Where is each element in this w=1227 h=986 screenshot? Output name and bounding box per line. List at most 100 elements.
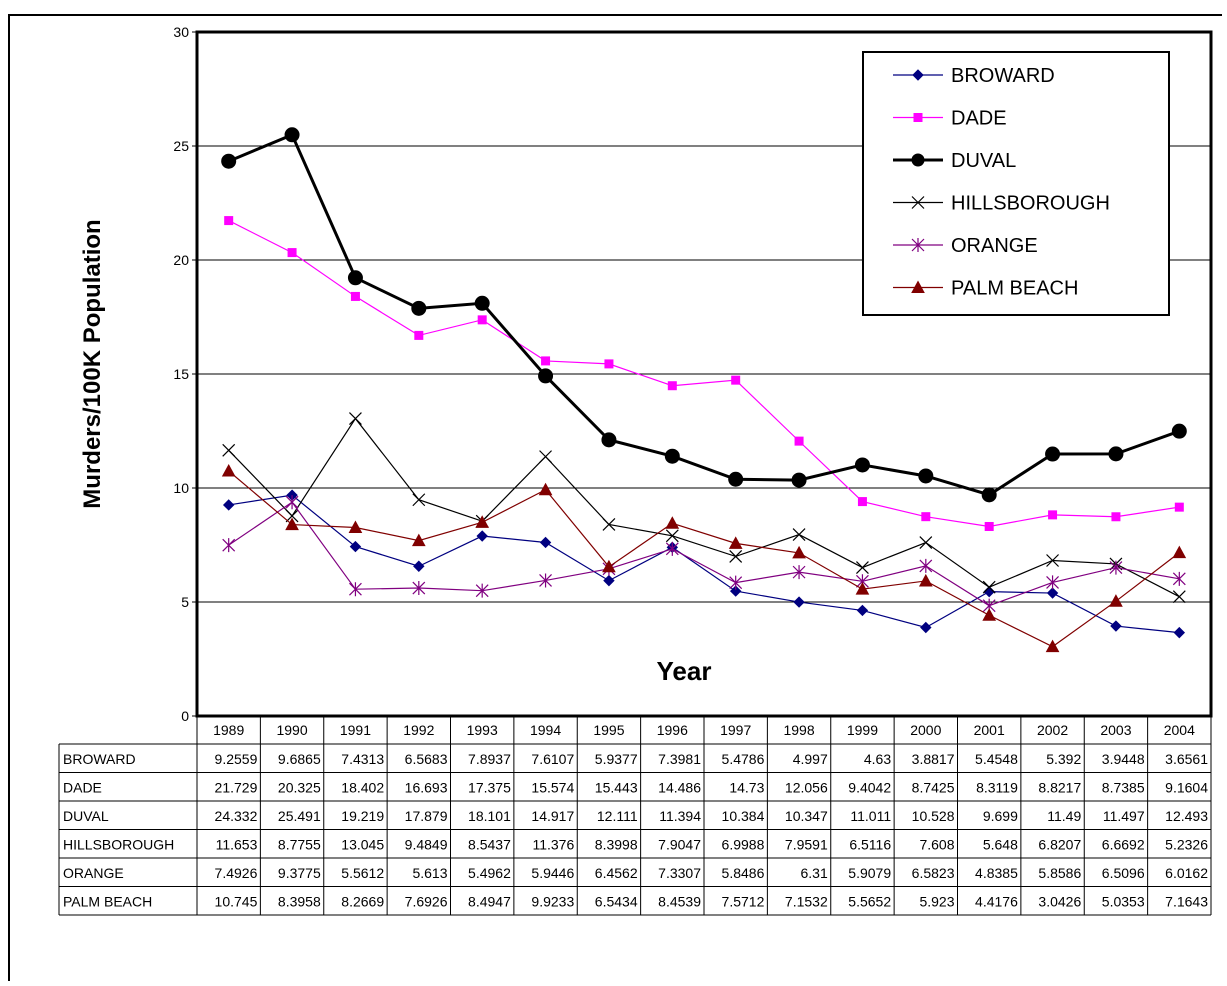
x-tick-label: 2004 [1164, 722, 1195, 738]
data-point [1109, 594, 1123, 607]
legend-item: ORANGE [893, 235, 1038, 257]
data-point [412, 581, 426, 596]
data-point [539, 450, 552, 464]
table-cell: 8.7755 [278, 837, 321, 853]
legend-label: HILLSBOROUGH [951, 193, 1110, 215]
data-point [984, 521, 994, 531]
data-point [792, 528, 806, 541]
table-row: ORANGE 7.4926 9.3775 5.5612 5.613 5.4962 5.944… [59, 865, 1211, 887]
table-cell: 8.4947 [468, 894, 511, 910]
legend-label: ORANGE [951, 235, 1038, 257]
table-row: HILLSBOROUGH 11.653 8.7755 13.045 9.4849 8.54… [59, 837, 1211, 859]
table-cell: 4.997 [793, 751, 828, 767]
x-tick-label: 1996 [657, 722, 688, 738]
table-cell: 5.613 [412, 865, 447, 881]
table-cell: 7.608 [919, 837, 954, 853]
table-row-label: DADE [63, 780, 102, 796]
data-point [920, 621, 932, 634]
data-point [285, 495, 299, 510]
table-cell: 5.4786 [722, 751, 765, 767]
table-cell: 5.4962 [468, 865, 511, 881]
table-cell: 3.0426 [1038, 894, 1081, 910]
data-point [538, 482, 553, 496]
legend-item: HILLSBOROUGH [893, 193, 1110, 215]
table-cell: 7.6107 [531, 751, 574, 767]
data-point [912, 69, 924, 81]
data-point [541, 356, 551, 366]
data-point [729, 585, 742, 597]
data-point [857, 497, 867, 507]
series-line [228, 220, 1180, 528]
data-point [1048, 510, 1058, 520]
data-point [601, 432, 617, 448]
table-cell: 5.9079 [848, 865, 891, 881]
data-point [285, 517, 299, 531]
table-cell: 8.3119 [976, 780, 1018, 796]
table-cell: 7.9591 [785, 837, 828, 853]
data-point [1110, 620, 1122, 632]
data-point [665, 529, 679, 543]
table-cell: 7.3981 [658, 751, 701, 767]
table-row: DADE 21.729 20.325 18.402 16.693 17.375 15.574… [59, 780, 1211, 802]
table-cell: 12.493 [1165, 808, 1208, 824]
legend-label: DUVAL [951, 150, 1016, 172]
table-row-label: HILLSBOROUGH [63, 837, 174, 853]
legend-item: PALM BEACH [893, 278, 1078, 300]
x-tick-label: 2001 [974, 722, 1005, 738]
table-cell: 9.1604 [1165, 780, 1208, 796]
x-tick-label: 1989 [213, 722, 244, 738]
table-cell: 17.375 [468, 780, 511, 796]
data-point [222, 538, 236, 553]
table-cell: 6.0162 [1165, 865, 1208, 881]
data-point [921, 512, 931, 522]
data-point [918, 468, 934, 484]
x-axis-label: Year [657, 656, 712, 686]
x-tick-label: 2003 [1100, 722, 1131, 738]
data-point [855, 582, 870, 595]
data-point [348, 520, 363, 534]
table-cell: 10.384 [722, 808, 765, 824]
table-cell: 9.3775 [278, 865, 321, 881]
table-cell: 5.9377 [595, 751, 638, 767]
data-point [349, 582, 362, 597]
table-cell: 5.648 [983, 837, 1018, 853]
table-row-label: DUVAL [63, 808, 109, 824]
data-point [911, 280, 925, 293]
data-point [664, 448, 680, 464]
series-dade [224, 216, 1184, 531]
table-cell: 7.6926 [405, 894, 448, 910]
data-point [1172, 571, 1186, 586]
data-point [792, 565, 806, 580]
series-hillsborough [222, 412, 1186, 604]
data-point [728, 471, 744, 487]
table-row-label: PALM BEACH [63, 894, 152, 910]
table-cell: 12.111 [597, 808, 638, 824]
data-point [982, 580, 996, 594]
data-point [476, 530, 488, 542]
data-point [1046, 554, 1059, 567]
data-point [349, 540, 362, 553]
table-cell: 8.8217 [1038, 780, 1081, 796]
chart-frame [8, 14, 1222, 981]
table-row-label: ORANGE [63, 865, 124, 881]
data-point [474, 295, 490, 311]
legend-item: BROWARD [893, 65, 1055, 87]
data-point [911, 153, 925, 167]
table-cell: 5.9446 [531, 865, 574, 881]
table-cell: 5.5652 [848, 894, 891, 910]
table-cell: 17.879 [405, 808, 448, 824]
table-cell: 5.5612 [341, 865, 384, 881]
series-line [228, 417, 1180, 598]
table-cell: 6.5096 [1102, 865, 1145, 881]
table-cell: 4.8385 [975, 865, 1018, 881]
table-cell: 5.8586 [1038, 865, 1081, 881]
x-tick-label: 2002 [1037, 722, 1068, 738]
data-point [1173, 626, 1186, 639]
table-cell: 6.6692 [1102, 837, 1145, 853]
data-point [222, 443, 236, 457]
table-cell: 8.3998 [595, 837, 638, 853]
table-cell: 6.5116 [849, 837, 891, 853]
data-point [1108, 446, 1124, 462]
table-cell: 5.392 [1046, 751, 1081, 767]
series-palm-beach [221, 463, 1187, 653]
